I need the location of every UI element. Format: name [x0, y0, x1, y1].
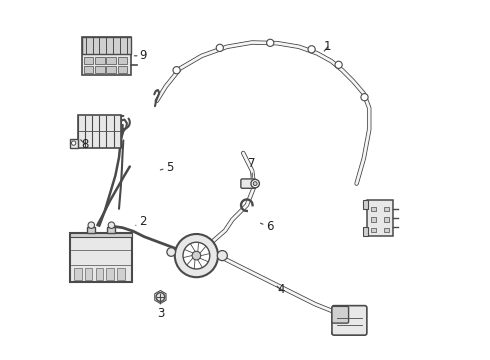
Text: 1: 1 — [324, 40, 332, 53]
Text: 5: 5 — [160, 161, 173, 174]
Bar — [364, 200, 368, 209]
Circle shape — [108, 222, 115, 229]
Bar — [70, 139, 77, 148]
Bar — [84, 57, 94, 64]
Bar — [384, 207, 390, 211]
FancyBboxPatch shape — [241, 179, 256, 188]
Bar — [384, 217, 390, 222]
Bar — [370, 217, 376, 222]
Bar — [71, 233, 132, 282]
Circle shape — [267, 39, 274, 46]
Bar — [384, 228, 390, 232]
Bar — [367, 200, 393, 236]
Bar — [82, 37, 131, 75]
Circle shape — [167, 248, 175, 256]
Text: 3: 3 — [157, 302, 164, 320]
Text: 4: 4 — [277, 283, 285, 296]
Text: 7: 7 — [248, 157, 256, 177]
Text: 6: 6 — [261, 220, 273, 233]
Bar — [84, 66, 94, 73]
Bar — [77, 115, 121, 148]
Bar — [95, 57, 105, 64]
Bar — [106, 268, 114, 280]
Circle shape — [253, 182, 257, 185]
Bar — [96, 268, 103, 280]
Circle shape — [335, 61, 342, 68]
Bar — [106, 57, 116, 64]
Bar — [71, 233, 132, 238]
FancyBboxPatch shape — [332, 306, 348, 323]
Bar — [118, 57, 127, 64]
Circle shape — [216, 44, 223, 51]
Bar — [74, 268, 81, 280]
Bar — [85, 268, 92, 280]
Circle shape — [308, 46, 315, 53]
Bar — [118, 66, 127, 73]
Text: 8: 8 — [81, 138, 89, 150]
Bar — [87, 227, 95, 233]
Bar — [95, 66, 105, 73]
Circle shape — [175, 234, 218, 277]
Text: 9: 9 — [134, 49, 147, 62]
FancyBboxPatch shape — [332, 306, 367, 335]
Bar — [82, 37, 131, 54]
Bar — [107, 227, 116, 233]
Bar — [370, 228, 376, 232]
Circle shape — [173, 67, 180, 74]
Circle shape — [217, 251, 227, 261]
Bar — [370, 207, 376, 211]
Circle shape — [88, 222, 95, 229]
Bar — [117, 268, 125, 280]
Circle shape — [72, 141, 76, 145]
Circle shape — [156, 293, 165, 301]
Bar — [106, 66, 116, 73]
Circle shape — [183, 242, 210, 269]
Bar — [364, 227, 368, 236]
Circle shape — [192, 251, 201, 260]
Circle shape — [251, 179, 259, 188]
Circle shape — [361, 94, 368, 101]
Text: 2: 2 — [136, 215, 146, 228]
